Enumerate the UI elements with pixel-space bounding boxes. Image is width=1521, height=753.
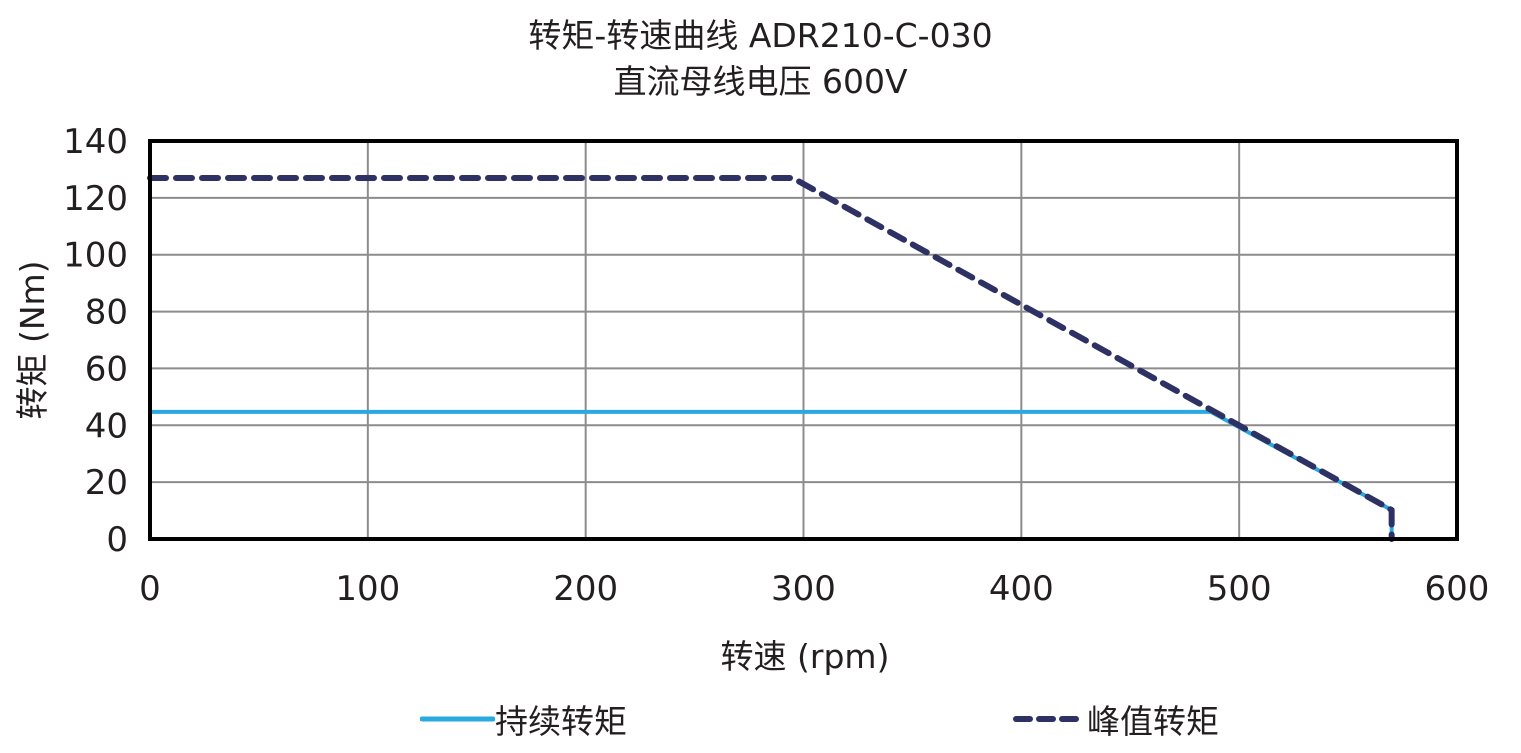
y-tick-label: 80: [85, 293, 128, 333]
legend-item-peak: 峰值转矩: [1012, 695, 1219, 743]
chart-subtitle: 直流母线电压 600V: [613, 62, 908, 101]
x-tick-label: 400: [989, 569, 1054, 609]
y-tick-label: 100: [63, 236, 128, 276]
y-tick-label: 0: [106, 520, 128, 560]
y-tick-label: 40: [85, 406, 128, 446]
y-tick-label: 60: [85, 349, 128, 389]
series-line: [150, 409, 1394, 539]
x-tick-label: 100: [335, 569, 400, 609]
y-tick-label: 120: [63, 179, 128, 219]
plot-frame: [148, 139, 1459, 541]
legend-item-continuous: 持续转矩: [420, 695, 627, 743]
chart-title: 转矩-转速曲线 ADR210-C-030: [528, 16, 993, 55]
y-tick-label: 140: [63, 122, 128, 162]
x-tick-label: 300: [771, 569, 836, 609]
legend-label: 持续转矩: [495, 702, 627, 741]
x-tick-label: 500: [1207, 569, 1272, 609]
x-tick-label: 200: [553, 569, 618, 609]
series-line: [147, 174, 1395, 542]
dashed-line-icon: [1013, 716, 1087, 722]
solid-line-icon: [420, 716, 495, 722]
x-axis-label: 转速 (rpm): [720, 637, 890, 676]
y-tick-label: 20: [85, 463, 128, 503]
legend-label: 峰值转矩: [1087, 702, 1219, 741]
x-tick-label: 600: [1425, 569, 1490, 609]
x-tick-label: 0: [139, 569, 161, 609]
y-axis-label: 转矩 (Nm): [13, 260, 52, 420]
